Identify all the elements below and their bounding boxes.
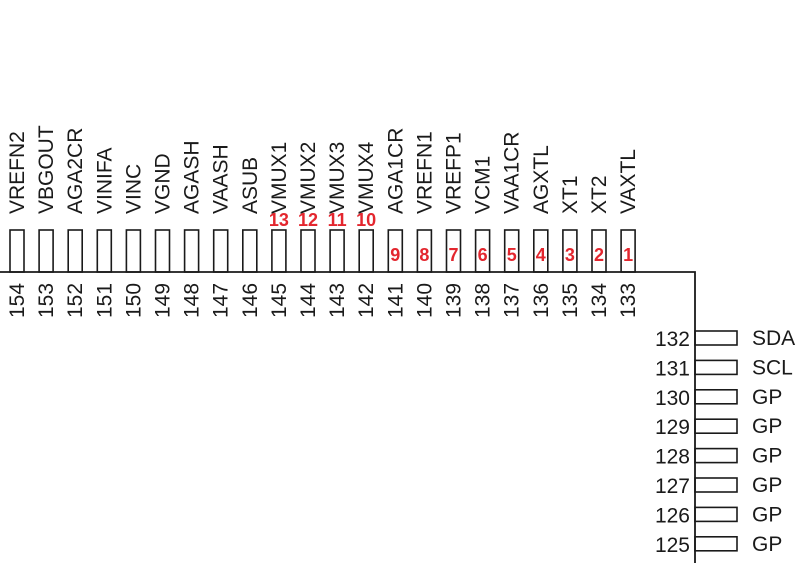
pin-label: VINC [122, 164, 145, 214]
red-marker: 13 [269, 210, 289, 230]
top-pin-row: VREFN2154VBGOUT153AGA2CR152VINIFA151VINC… [6, 125, 640, 318]
pin-pad [212, 229, 229, 273]
pin-label: VBGOUT [35, 125, 58, 214]
pin-number: 134 [588, 283, 611, 318]
pin-number: 153 [35, 283, 58, 318]
pin-label: VAASH [210, 144, 233, 214]
pin-label: GP [752, 474, 782, 497]
pin-number: 126 [655, 504, 690, 527]
pin-number: 129 [655, 416, 690, 439]
pin-pad [694, 447, 738, 464]
pin-label: VGND [152, 153, 175, 214]
red-marker: 1 [623, 245, 633, 265]
pin-number: 137 [501, 283, 524, 318]
pin-number: 139 [443, 283, 466, 318]
pin-pad [694, 388, 738, 405]
pin-label: VMUX3 [326, 142, 349, 214]
pin-label: AGASH [181, 140, 204, 214]
pin-pad [67, 229, 83, 273]
pin-pad [694, 477, 738, 493]
pin-label: VREFP1 [443, 132, 466, 214]
pin-number: 154 [6, 283, 29, 318]
pin-label: VMUX1 [268, 142, 291, 214]
pin-pad [329, 229, 345, 273]
pin-label: VMUX2 [297, 142, 320, 214]
pin-label: AGXTL [530, 145, 553, 214]
pin-number: 145 [268, 283, 291, 318]
pin-label: VINIFA [93, 147, 116, 214]
pin-number: 144 [297, 283, 320, 318]
pin-label: VREFN2 [6, 131, 29, 214]
pin-label: GP [752, 533, 782, 556]
pin-label: XT1 [559, 175, 582, 214]
pin-pad [38, 229, 54, 273]
red-marker: 2 [594, 245, 604, 265]
red-marker: 10 [356, 210, 376, 230]
pin-pad [154, 229, 171, 273]
pin-number: 135 [559, 283, 582, 318]
pin-number: 130 [655, 387, 690, 410]
pin-label: GP [752, 386, 782, 409]
pin-number: 150 [122, 283, 145, 318]
pin-label: SDA [752, 327, 795, 350]
pin-label: VMUX4 [355, 141, 378, 214]
chip-body-outline [0, 271, 696, 563]
pin-pad [358, 229, 375, 273]
pin-number: 147 [210, 283, 233, 318]
pin-pad [694, 418, 738, 435]
pin-number: 141 [384, 283, 407, 318]
pin-pad [271, 229, 287, 273]
pin-pad [9, 229, 25, 273]
red-marker: 11 [328, 210, 347, 230]
pin-label: ASUB [239, 157, 262, 214]
pin-pad [125, 229, 142, 273]
pin-label: AGA1CR [384, 128, 407, 214]
pin-label: VCM1 [472, 156, 495, 214]
red-marker: 8 [419, 245, 429, 265]
pin-pad [242, 229, 258, 273]
red-marker: 5 [507, 245, 517, 265]
pin-pad [300, 229, 316, 273]
pin-number: 140 [413, 283, 436, 318]
pin-pad [694, 359, 738, 376]
pin-label: AGA2CR [64, 128, 87, 214]
pin-number: 152 [64, 283, 87, 318]
red-marker: 12 [298, 210, 318, 230]
pin-pad [183, 229, 200, 273]
pin-label: GP [752, 415, 782, 438]
pin-number: 138 [472, 283, 495, 318]
pin-number: 136 [530, 283, 553, 318]
pin-label: VREFN1 [413, 131, 436, 214]
pin-label: VAXTL [617, 149, 640, 214]
red-marker: 3 [565, 245, 575, 265]
red-marker: 9 [390, 245, 400, 265]
red-marker: 6 [478, 245, 488, 265]
pin-number: 128 [655, 446, 690, 469]
red-marker: 4 [536, 245, 546, 265]
pin-number: 131 [655, 357, 690, 380]
pin-label: VAA1CR [501, 132, 524, 214]
pin-number: 149 [152, 283, 175, 318]
pin-label: GP [752, 503, 782, 526]
pin-number: 125 [655, 534, 690, 557]
pin-label: SCL [752, 356, 793, 379]
pin-label: GP [752, 445, 782, 468]
pin-pad [694, 330, 738, 346]
pin-number: 148 [181, 283, 204, 318]
pin-number: 142 [355, 283, 378, 318]
pin-number: 133 [617, 283, 640, 318]
pin-number: 146 [239, 283, 262, 318]
pin-number: 143 [326, 283, 349, 318]
pin-pad [694, 535, 738, 552]
pin-number: 132 [655, 328, 690, 351]
right-pin-column: 132 SDA 131 SCL 130 GP 129 GP 128 GP 127 GP 126 GP 125… [655, 327, 795, 557]
pin-label: XT2 [588, 175, 611, 214]
red-marker: 7 [448, 245, 458, 265]
pin-number: 127 [655, 475, 690, 498]
pin-pad [694, 506, 738, 523]
pin-number: 151 [93, 283, 116, 318]
pin-pad [96, 229, 113, 273]
